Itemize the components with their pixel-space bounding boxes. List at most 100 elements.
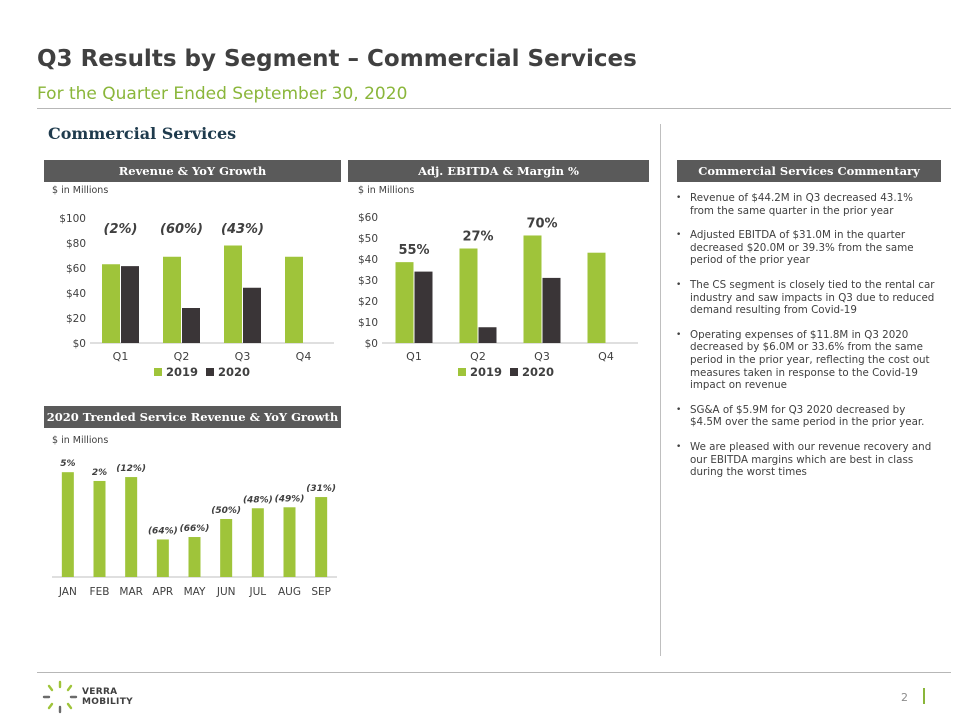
y-tick-label: $60 bbox=[358, 212, 378, 224]
bullet-icon: • bbox=[676, 329, 682, 340]
commentary-list: • Revenue of $44.2M in Q3 decreased 43.1%… bbox=[674, 192, 936, 491]
growth-label: (49%) bbox=[275, 494, 305, 504]
trended-panel-header: 2020 Trended Service Revenue & YoY Growt… bbox=[44, 406, 341, 428]
x-tick-label: Q2 bbox=[174, 350, 190, 363]
revenue-unit-label: $ in Millions bbox=[52, 185, 109, 196]
y-tick-label: $30 bbox=[358, 275, 378, 287]
page-number-accent bbox=[923, 688, 925, 704]
commentary-text: We are pleased with our revenue recovery… bbox=[690, 440, 932, 479]
legend-swatch bbox=[154, 368, 162, 376]
bullet-icon: • bbox=[676, 279, 682, 290]
x-tick-label: Q4 bbox=[598, 350, 614, 363]
legend-label: 2019 bbox=[470, 365, 502, 379]
x-tick-label: JUL bbox=[249, 586, 267, 598]
commentary-item: • We are pleased with our revenue recover… bbox=[674, 441, 936, 479]
y-tick-label: $20 bbox=[358, 296, 378, 308]
growth-label: (43%) bbox=[221, 222, 264, 237]
bar-2020-Q2 bbox=[182, 308, 200, 343]
y-tick-label: $80 bbox=[66, 238, 86, 250]
x-tick-label: AUG bbox=[278, 586, 301, 598]
bar-MAY bbox=[188, 537, 201, 577]
x-tick-label: MAY bbox=[184, 586, 206, 598]
bar-2020-Q1 bbox=[121, 266, 139, 343]
page-subtitle: For the Quarter Ended September 30, 2020 bbox=[37, 84, 408, 104]
ebitda-unit-label: $ in Millions bbox=[358, 185, 415, 196]
growth-label: 2% bbox=[92, 468, 107, 478]
growth-label: 5% bbox=[60, 459, 75, 469]
commentary-item: • Operating expenses of $11.8M in Q3 2020… bbox=[674, 329, 936, 392]
bar-2019-Q3 bbox=[224, 245, 242, 343]
revenue-chart: $0 $20 $40 $60 $80 $100 Q1 Q2 Q3 Q4 (2%) (60%) (43%)… bbox=[59, 213, 334, 379]
commentary-text: Adjusted EBITDA of $31.0M in the quarter… bbox=[690, 229, 914, 267]
y-tick-label: $0 bbox=[73, 338, 86, 350]
bar-FEB bbox=[93, 480, 106, 577]
bar-SEP bbox=[315, 497, 328, 577]
commentary-item: • The CS segment is closely tied to the r… bbox=[674, 279, 936, 317]
y-tick-label: $0 bbox=[365, 338, 378, 350]
commentary-text: Revenue of $44.2M in Q3 decreased 43.1% … bbox=[690, 192, 913, 217]
growth-label: (31%) bbox=[306, 484, 336, 494]
bullet-icon: • bbox=[676, 404, 682, 415]
bar-2019-Q3 bbox=[523, 235, 542, 343]
bar-2020-Q3 bbox=[243, 287, 261, 343]
commentary-text: SG&A of $5.9M for Q3 2020 decreased by $… bbox=[690, 403, 925, 429]
section-title: Commercial Services bbox=[48, 124, 237, 143]
bar-2019-Q1 bbox=[395, 262, 414, 343]
bar-2019-Q4 bbox=[285, 256, 303, 343]
legend-swatch bbox=[458, 368, 466, 376]
footer-divider bbox=[37, 672, 951, 673]
y-tick-label: $50 bbox=[358, 233, 378, 245]
x-tick-label: Q3 bbox=[534, 350, 550, 363]
x-tick-label: MAR bbox=[119, 586, 143, 598]
growth-label: 27% bbox=[462, 230, 493, 245]
x-tick-label: JUN bbox=[216, 586, 236, 598]
bar-2020-Q3 bbox=[542, 277, 561, 343]
bar-2019-Q4 bbox=[587, 252, 606, 343]
bullet-icon: • bbox=[676, 230, 682, 241]
y-tick-label: $60 bbox=[66, 263, 86, 275]
commentary-item: • Revenue of $44.2M in Q3 decreased 43.1%… bbox=[674, 192, 936, 217]
column-divider bbox=[660, 124, 661, 656]
y-tick-label: $20 bbox=[66, 313, 86, 325]
growth-label: (64%) bbox=[148, 526, 178, 536]
commentary-item: • SG&A of $5.9M for Q3 2020 decreased by … bbox=[674, 404, 936, 429]
y-tick-label: $100 bbox=[59, 213, 86, 225]
commentary-text: Operating expenses of $11.8M in Q3 2020 … bbox=[690, 328, 930, 392]
trended-unit-label: $ in Millions bbox=[52, 435, 109, 446]
page-number: 2 bbox=[901, 691, 908, 704]
bar-MAR bbox=[125, 477, 138, 577]
growth-label: 70% bbox=[526, 216, 557, 231]
revenue-panel-header: Revenue & YoY Growth bbox=[44, 160, 341, 182]
growth-label: (50%) bbox=[211, 506, 241, 516]
bar-2020-Q2 bbox=[478, 327, 497, 343]
growth-label: (2%) bbox=[104, 222, 138, 237]
bar-APR bbox=[156, 539, 169, 577]
logo-line-2: MOBILITY bbox=[82, 697, 133, 707]
legend-label: 2020 bbox=[522, 365, 554, 379]
trended-chart: JAN 5% FEB 2% MAR (12%) APR (64%) MAY (66%) JUN (50… bbox=[52, 459, 337, 598]
y-tick-label: $40 bbox=[358, 254, 378, 266]
bullet-icon: • bbox=[676, 441, 682, 452]
x-tick-label: Q4 bbox=[296, 350, 312, 363]
verra-mobility-logo-icon bbox=[42, 680, 78, 714]
bar-AUG bbox=[283, 507, 296, 577]
title-divider bbox=[37, 108, 951, 109]
bar-JAN bbox=[61, 472, 74, 577]
x-tick-label: Q3 bbox=[235, 350, 251, 363]
page-title: Q3 Results by Segment – Commercial Servi… bbox=[37, 46, 637, 72]
legend-label: 2020 bbox=[218, 365, 250, 379]
logo-line-1: VERRA bbox=[82, 687, 118, 697]
x-tick-label: Q1 bbox=[113, 350, 129, 363]
x-tick-label: FEB bbox=[90, 586, 110, 598]
bar-2019-Q2 bbox=[459, 248, 478, 343]
legend-swatch bbox=[206, 368, 214, 376]
commentary-text: The CS segment is closely tied to the re… bbox=[690, 278, 935, 317]
growth-label: 55% bbox=[398, 243, 429, 258]
bar-2019-Q2 bbox=[163, 256, 181, 343]
bar-2019-Q1 bbox=[102, 264, 120, 343]
ebitda-panel-header: Adj. EBITDA & Margin % bbox=[348, 160, 649, 182]
x-tick-label: Q1 bbox=[406, 350, 422, 363]
growth-label: (60%) bbox=[160, 222, 203, 237]
legend-label: 2019 bbox=[166, 365, 198, 379]
x-tick-label: SEP bbox=[311, 586, 331, 598]
